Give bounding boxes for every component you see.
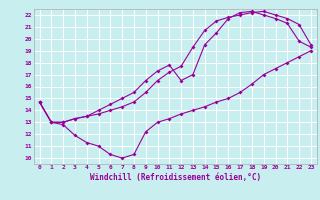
X-axis label: Windchill (Refroidissement éolien,°C): Windchill (Refroidissement éolien,°C) <box>90 173 261 182</box>
